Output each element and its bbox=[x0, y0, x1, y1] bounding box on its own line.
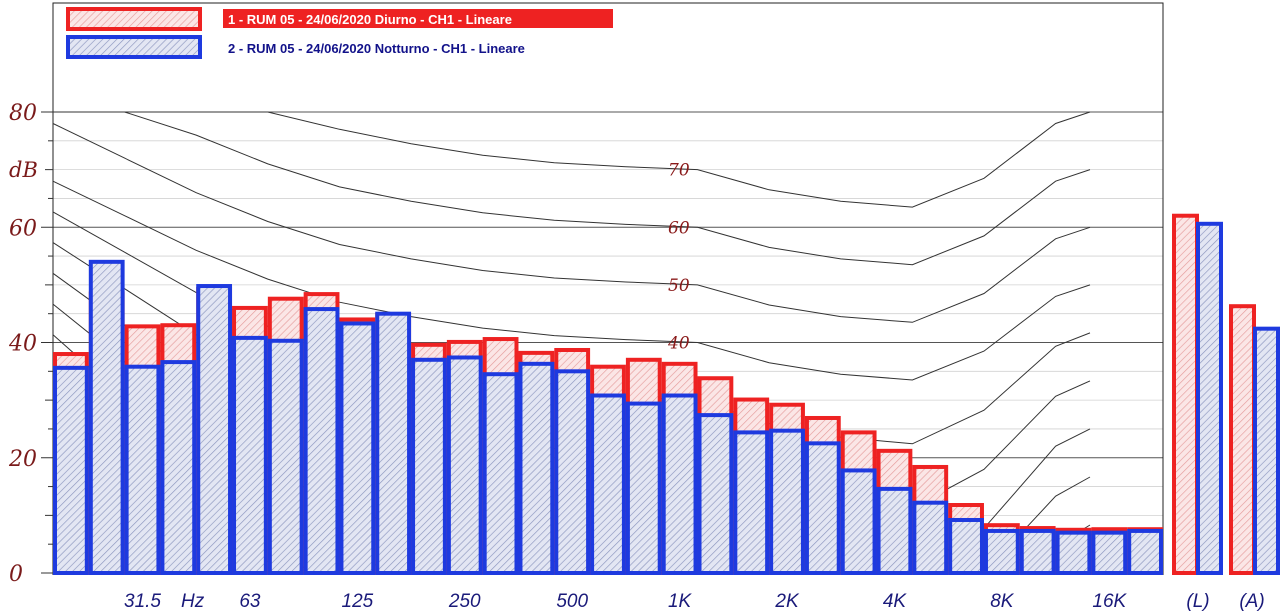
bar bbox=[840, 468, 877, 575]
bar bbox=[375, 311, 412, 575]
overall-bar bbox=[1253, 326, 1280, 576]
x-tick-label: 63 bbox=[239, 591, 261, 612]
bar bbox=[232, 335, 268, 576]
bar bbox=[661, 393, 698, 576]
legend-label-series-2: 2 - RUM 05 - 24/06/2020 Notturno - CH1 -… bbox=[228, 41, 525, 56]
isophon-curve bbox=[52, 180, 1091, 381]
bar bbox=[196, 284, 233, 575]
bar bbox=[876, 486, 913, 575]
bar bbox=[267, 338, 304, 575]
isophon-label: 70 bbox=[668, 161, 690, 181]
bar bbox=[411, 357, 447, 575]
bar bbox=[983, 528, 1020, 576]
overall-bar bbox=[1196, 221, 1223, 575]
overall-label: (L) bbox=[1186, 591, 1209, 612]
isophon-curve bbox=[53, 111, 1091, 208]
y-tick-label: 80 bbox=[9, 101, 37, 126]
bar bbox=[518, 361, 555, 576]
bar bbox=[482, 372, 519, 575]
isophon-label: 40 bbox=[667, 334, 690, 354]
bar bbox=[697, 413, 734, 576]
bar bbox=[1127, 528, 1164, 576]
bar bbox=[1055, 530, 1092, 575]
overall-label: (A) bbox=[1239, 591, 1264, 612]
isophon-curve bbox=[52, 123, 1091, 323]
x-tick-label: 16K bbox=[1092, 591, 1127, 612]
overall-levels: (L) (A) bbox=[1172, 213, 1280, 612]
y-axis: 0 20 40 60 80 bbox=[8, 101, 53, 587]
overall-bar bbox=[1172, 213, 1199, 575]
y-tick-label: 20 bbox=[8, 447, 37, 472]
x-tick-label: 31.5 bbox=[124, 591, 161, 612]
y-tick-label: 0 bbox=[9, 562, 23, 587]
x-tick-label: 4K bbox=[883, 591, 908, 612]
bar bbox=[590, 393, 626, 576]
bar bbox=[339, 321, 376, 576]
isophon-label: 60 bbox=[668, 218, 690, 238]
x-tick-label: 250 bbox=[448, 591, 481, 612]
x-tick-label: 125 bbox=[342, 591, 374, 612]
x-tick-label: 2K bbox=[774, 591, 800, 612]
legend-label-series-1: 1 - RUM 05 - 24/06/2020 Diurno - CH1 - L… bbox=[228, 12, 512, 27]
x-axis: 31.5 Hz 63 125 250 500 1K 2K 4K 8K 16K bbox=[124, 591, 1127, 612]
x-tick-label: 8K bbox=[990, 591, 1015, 612]
x-tick-label: Hz bbox=[181, 591, 205, 612]
bar bbox=[303, 307, 340, 575]
bar bbox=[804, 441, 841, 575]
legend-swatch-series-1 bbox=[66, 7, 202, 31]
bar bbox=[53, 365, 89, 576]
bar bbox=[948, 517, 984, 575]
y-tick-label: 40 bbox=[8, 332, 37, 357]
bar bbox=[912, 500, 949, 576]
bar bbox=[625, 401, 662, 575]
x-tick-label: 1K bbox=[668, 591, 693, 612]
bar bbox=[733, 430, 770, 575]
bar bbox=[769, 428, 805, 576]
legend-label-bg-series-1 bbox=[223, 9, 613, 28]
bar bbox=[554, 369, 591, 575]
legend-swatch-series-2 bbox=[66, 35, 202, 59]
y-tick-label: 60 bbox=[9, 216, 37, 241]
isophon-label: 50 bbox=[668, 276, 690, 296]
bar bbox=[446, 355, 483, 576]
bar bbox=[160, 360, 197, 575]
bar bbox=[88, 259, 125, 575]
bar bbox=[124, 364, 161, 576]
bars-series-2 bbox=[53, 259, 1164, 576]
legend: 1 - RUM 05 - 24/06/2020 Diurno - CH1 - L… bbox=[66, 7, 613, 59]
overall-bar bbox=[1229, 304, 1256, 575]
x-tick-label: 500 bbox=[556, 591, 588, 612]
bar bbox=[1019, 528, 1056, 576]
isophon-curve bbox=[53, 111, 1091, 266]
y-axis-label: dB bbox=[9, 158, 38, 182]
bar bbox=[1091, 530, 1128, 575]
